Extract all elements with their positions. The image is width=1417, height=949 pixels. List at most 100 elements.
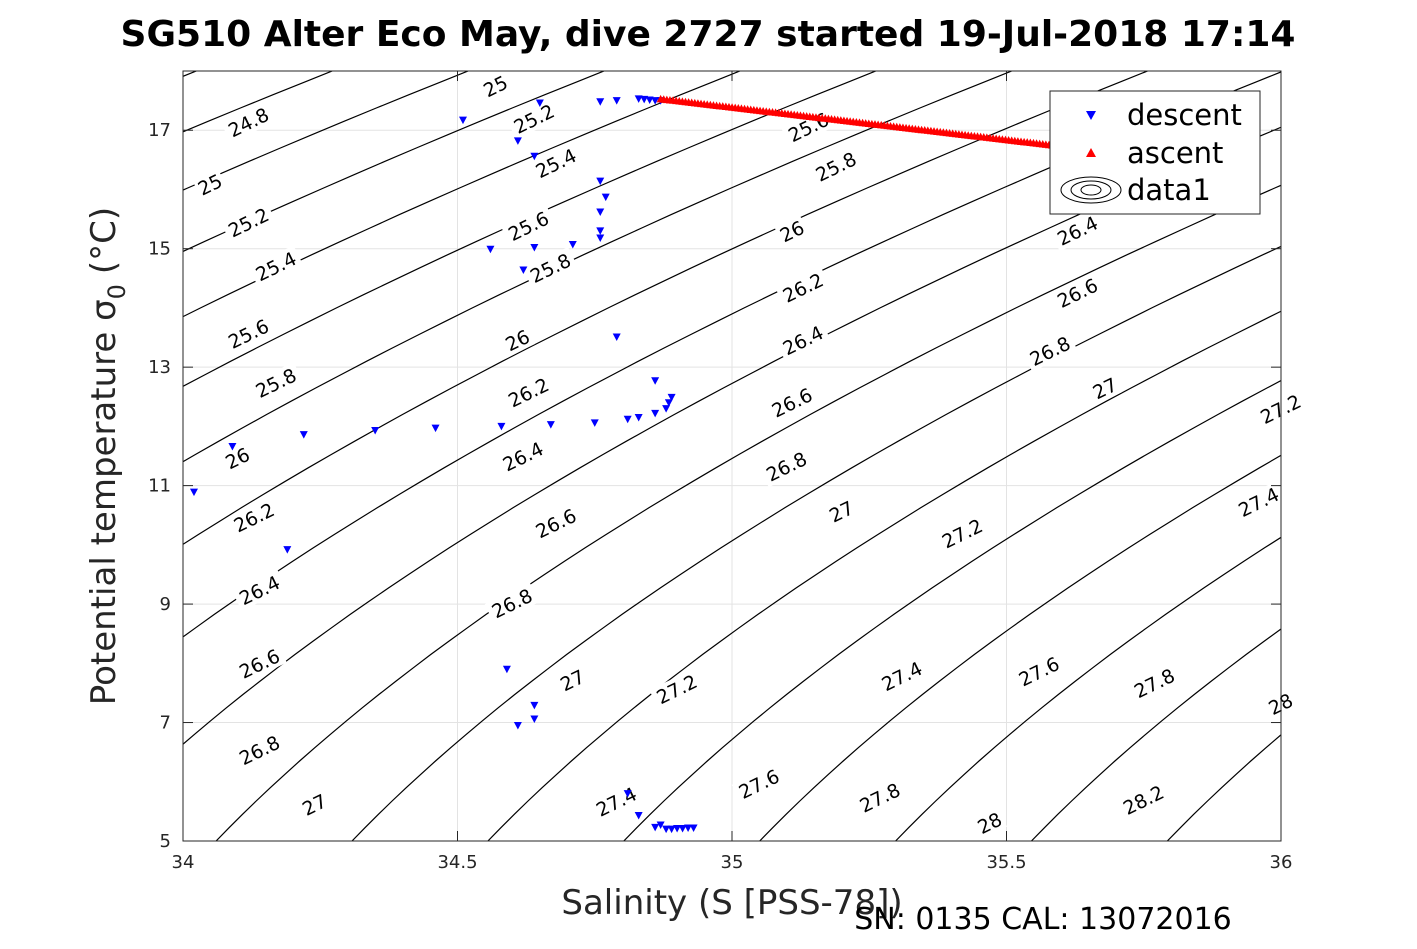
contour-label-text: 25.4	[532, 145, 580, 183]
isopycnal-26.4	[215, 184, 1281, 841]
isopycnal-27.4	[895, 536, 1281, 841]
contour-label: 26.4	[495, 435, 551, 478]
contour-label-bg	[764, 381, 820, 424]
contour-label-text: 27	[826, 497, 857, 527]
isopycnal-25.2	[183, 71, 742, 318]
legend-marker-ascent	[1086, 148, 1096, 157]
contour-label-text: 26	[502, 326, 533, 356]
contour-label: 26.8	[1022, 330, 1078, 372]
contour-label: 25.8	[248, 361, 304, 404]
isopycnal-26.8	[487, 310, 1281, 841]
contour-label-text: 24.8	[225, 104, 273, 142]
contour-label-text: 25.8	[252, 365, 300, 403]
contour-label-text: 26	[777, 217, 808, 247]
descent-point	[662, 405, 671, 413]
y-axis-label-main: Potential temperature σ	[84, 299, 124, 705]
descent-point	[656, 821, 665, 830]
contour-label-text: 26.2	[780, 269, 828, 307]
descent-series	[189, 95, 698, 834]
legend-label-data1: data1	[1127, 173, 1211, 207]
descent-point	[519, 266, 528, 275]
contour-label-bg	[808, 145, 864, 188]
descent-point	[596, 227, 605, 235]
contour-label-bg	[852, 776, 908, 819]
descent-point	[612, 97, 621, 105]
x-axis-label: Salinity (S [PSS-78])	[561, 883, 902, 923]
contour-label-text: 26.4	[780, 322, 828, 360]
descent-point	[596, 234, 605, 243]
contour-label: 25.6	[501, 205, 556, 247]
descent-point	[299, 431, 308, 439]
contour-label-bg	[934, 512, 990, 555]
contour-label-text: 25.8	[527, 250, 575, 288]
y-tick-label: 9	[160, 594, 171, 615]
contour-label: 26	[500, 324, 535, 356]
y-axis-label-subscript: 0	[103, 284, 131, 299]
contour-label-bg	[232, 642, 287, 685]
contour-label-bg	[221, 201, 276, 244]
contour-label: 27.4	[1231, 481, 1286, 523]
descent-point	[530, 152, 539, 161]
x-axis-ticks: 34 34.5 35 35.5 36	[172, 71, 1293, 873]
contour-label-bg	[649, 668, 704, 710]
contour-label-text: 25.6	[225, 315, 273, 353]
y-tick-label: 13	[148, 357, 171, 378]
contour-label-text: 26.2	[231, 499, 279, 537]
contour-label: 25.2	[221, 201, 276, 244]
contour-label: 27.6	[731, 762, 787, 805]
contour-label: 26.8	[232, 729, 287, 771]
descent-point	[497, 422, 506, 431]
x-tick-label: 36	[1270, 852, 1293, 873]
descent-point	[689, 824, 698, 832]
contour-label-bg	[232, 569, 287, 611]
contour-label-text: 25.6	[505, 208, 553, 246]
y-tick-label: 7	[160, 713, 171, 734]
contour-label-bg	[1126, 662, 1182, 704]
legend-label-descent: descent	[1127, 98, 1242, 132]
descent-point	[634, 414, 643, 422]
x-tick-label: 35.5	[986, 852, 1026, 873]
isopycnal-25	[183, 71, 606, 253]
contour-label-bg	[232, 729, 287, 771]
contour-label: 26.6	[232, 642, 287, 685]
contour-label: 27	[554, 664, 590, 696]
descent-point	[530, 715, 539, 723]
descent-point	[371, 427, 380, 435]
descent-point	[664, 399, 673, 407]
contour-label: 25	[478, 70, 513, 103]
y-axis-label-unit: (°C)	[84, 207, 124, 274]
contour-label: 26.8	[484, 582, 540, 625]
descent-point	[640, 95, 649, 104]
contour-label: 26.2	[775, 266, 831, 309]
contour-label-bg	[972, 806, 1007, 839]
contour-label-text: 26.4	[1054, 212, 1102, 250]
contour-label-bg	[501, 371, 556, 414]
y-tick-label: 15	[148, 239, 171, 260]
contour-label-text: 26.8	[236, 732, 284, 770]
contour-label-bg	[1011, 650, 1067, 693]
contour-label-bg	[478, 70, 513, 103]
contour-label: 26.2	[501, 371, 556, 414]
contour-label: 25.4	[248, 245, 304, 288]
descent-point	[651, 409, 660, 418]
x-tick-label: 34.5	[437, 852, 477, 873]
descent-point	[651, 97, 660, 105]
contour-label-bg	[528, 502, 584, 545]
contour-label-text: 27	[299, 790, 330, 820]
contour-label-text: 27.4	[1235, 484, 1283, 522]
contour-label: 26.6	[528, 502, 584, 545]
contour-label-text: 26.4	[500, 438, 548, 476]
contour-label: 27.2	[934, 512, 990, 555]
isopycnal-25.4	[183, 71, 878, 387]
descent-point	[530, 244, 539, 252]
descent-point	[568, 241, 577, 249]
descent-point	[601, 193, 610, 202]
descent-point	[546, 421, 555, 429]
contour-label-text: 26.6	[532, 505, 580, 543]
descent-point	[530, 701, 539, 710]
contour-label-text: 26.2	[505, 374, 553, 412]
contour-label-text: 27.6	[736, 766, 784, 804]
contour-label-text: 27.8	[856, 779, 904, 817]
